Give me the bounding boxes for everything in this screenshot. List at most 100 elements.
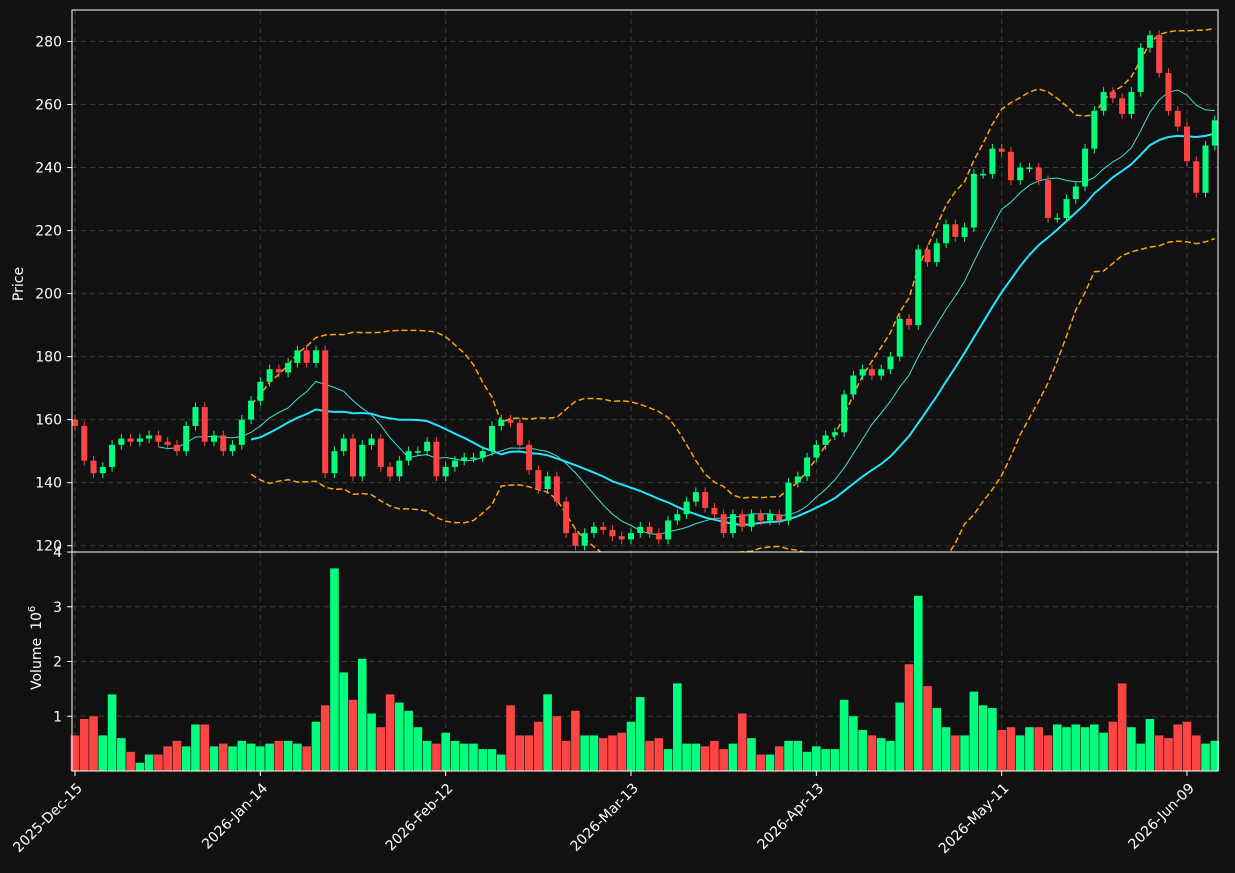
volume-tick-label: 4 [53,545,62,561]
volume-bar [886,740,895,771]
candle [729,509,736,538]
volume-bar [1090,724,1099,771]
candle-body [1091,110,1098,149]
price-tick-label: 220 [35,224,62,240]
candle-body [303,350,310,363]
volume-exponent-base: 10 [29,612,45,630]
candle-body [989,148,996,174]
candle-body [1174,110,1181,127]
volume-bar [218,743,228,771]
volume-bar [1145,718,1155,771]
candle [674,509,681,526]
candle [1202,140,1209,198]
candle [414,446,421,456]
candle [127,433,134,447]
candle [1082,143,1089,192]
volume-bar [459,743,469,771]
candle-body [887,356,894,370]
candle-body [442,466,449,477]
candle-body [192,407,199,426]
candle [822,430,829,450]
candle [711,503,718,519]
volume-axis-label-text: Volume [29,638,45,690]
candle-body [933,243,940,263]
volume-bar [876,738,886,771]
candle-body [924,249,931,263]
volume-bar [756,754,766,771]
candle-body [896,318,903,357]
candle [526,440,533,475]
candle [683,496,690,519]
volume-bar [1136,743,1145,771]
candle-body [1119,98,1126,114]
volume-bar [969,691,979,771]
volume-bar [737,713,747,771]
candle [980,169,987,179]
bollinger-bands [250,27,1216,552]
volume-bar [98,735,108,771]
candle [924,244,931,267]
candle-body [683,501,690,515]
candle-body [748,514,755,527]
candle [600,522,607,535]
volume-bar [1210,740,1220,771]
candle-body [553,476,560,502]
candle-body [136,438,143,442]
candle [767,509,773,526]
price-tick-label: 180 [35,350,62,366]
candle [257,377,264,406]
candle [479,446,486,463]
volume-bar [441,732,450,771]
volume-bar [997,729,1006,771]
volume-bar [645,740,654,771]
volume-bar [126,751,135,771]
volume-bar [246,743,256,771]
volume-bar [200,724,210,771]
candle [350,433,356,482]
volume-bar [700,746,710,771]
candle [81,421,88,466]
volume-bar [663,749,673,771]
candle [155,430,162,447]
volume-bar [802,751,812,771]
candle-body [618,536,625,540]
volume-bar [117,738,126,771]
volume-bar [1006,727,1016,771]
candle [183,421,190,456]
candle [516,418,523,450]
volume-bar [1052,724,1062,771]
volume-bar [1117,683,1127,771]
candle-body [173,444,180,452]
candle [590,522,597,538]
volume-bar [302,746,311,771]
candle [961,222,968,242]
volume-bar [395,702,404,771]
candle [396,455,403,482]
candle [424,436,431,456]
candle [1035,162,1042,185]
volume-bar [543,694,552,771]
volume-bar [561,740,571,771]
candle [794,471,801,488]
candle-body [424,441,431,452]
bollinger-lower [250,237,1216,552]
candle [535,465,542,494]
candle-body [590,526,597,534]
price-y-ticks: 120 140 160 180 200 220 240 260 280 [35,35,72,555]
candle-body [1184,126,1190,162]
volume-bar [617,732,627,771]
volume-bar [348,699,358,771]
candle-body [90,460,97,474]
volume-bar [839,699,849,771]
candle-body [655,533,662,540]
volume-bar [330,568,339,771]
candle-body [563,501,570,534]
candle [665,515,672,545]
volume-bar [719,749,728,771]
candle-body [211,435,217,442]
volume-bar [357,658,367,771]
volume-bar [89,716,98,771]
volume-bar [849,716,858,771]
candle-body [257,381,264,401]
